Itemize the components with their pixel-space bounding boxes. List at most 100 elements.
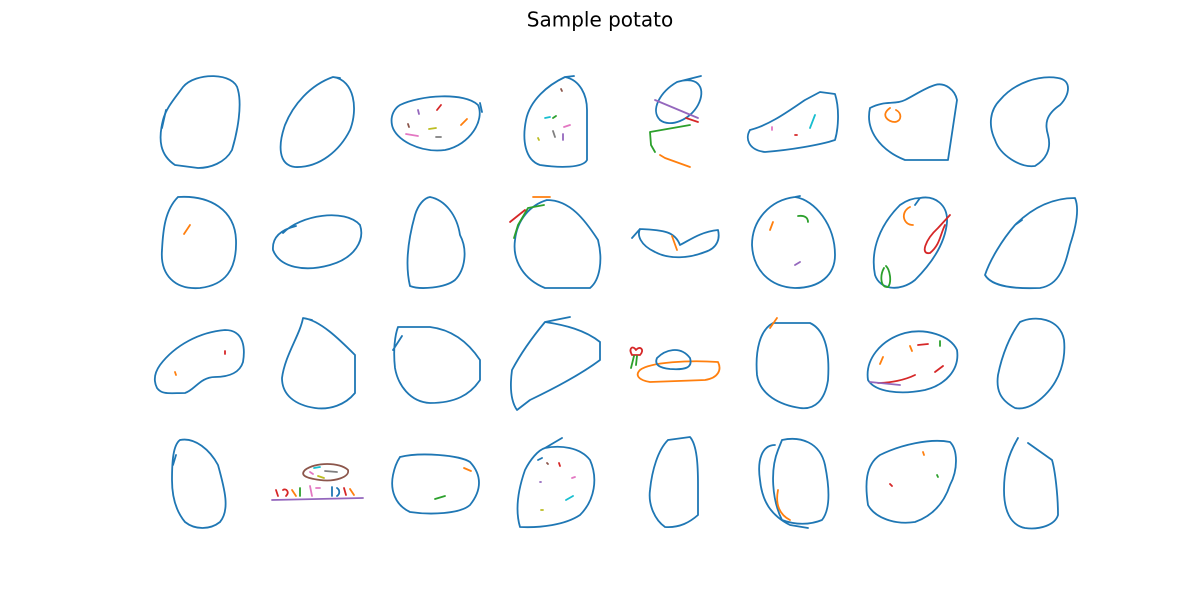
sketch-stroke: [272, 214, 363, 270]
potato-sketch: [390, 95, 483, 152]
sketch-stroke: [659, 154, 691, 168]
potato-sketch: [865, 439, 957, 524]
sketch-stroke: [513, 204, 545, 239]
sketch-stroke: [309, 485, 321, 497]
sketch-stroke: [868, 83, 958, 161]
sketch-stroke: [654, 99, 699, 119]
potato-sketch: [509, 196, 602, 289]
sketch-stroke: [636, 360, 721, 383]
potato-sketch: [272, 214, 363, 270]
sketch-stroke: [629, 346, 643, 356]
sketch-stroke: [996, 317, 1066, 410]
potato-sketch: [996, 317, 1066, 410]
sketch-stroke: [171, 438, 227, 529]
potato-sketch: [392, 326, 481, 404]
potato-sketch: [159, 75, 241, 169]
potato-sketch: [631, 228, 720, 259]
sketch-stroke: [563, 124, 571, 128]
sketch-stroke: [984, 197, 1078, 290]
sketch-stroke: [463, 467, 472, 472]
potato-sketch: [516, 437, 596, 529]
sketch-stroke: [866, 330, 959, 394]
sketch-stroke: [558, 462, 561, 467]
sketch-stroke: [552, 130, 556, 138]
sketch-stroke: [275, 488, 289, 497]
potato-sketch: [629, 346, 721, 383]
sketch-stroke: [751, 195, 836, 289]
sketch-stroke: [417, 109, 420, 115]
potato-sketch: [648, 436, 699, 528]
sketch-stroke: [631, 228, 720, 259]
sketch-stroke: [877, 365, 944, 384]
sketch-stroke: [671, 235, 678, 251]
sketch-stroke: [513, 199, 602, 289]
sketch-stroke: [349, 488, 355, 496]
potato-sketch: [391, 453, 480, 515]
potato-sketch: [161, 196, 237, 289]
sketch-stroke: [343, 487, 347, 496]
sketch-stroke: [769, 317, 778, 329]
figure-title: Sample potato: [527, 8, 673, 32]
sketch-stroke: [685, 117, 699, 123]
sketch-stroke: [391, 453, 480, 515]
sketch-stroke: [865, 439, 957, 524]
potato-sketch: [509, 316, 601, 411]
sketch-stroke: [546, 462, 549, 465]
potato-sketch: [746, 91, 839, 153]
sketch-stroke: [903, 206, 914, 226]
sketch-stroke: [649, 124, 691, 153]
potato-sketch: [989, 76, 1069, 167]
sketch-stroke: [516, 437, 596, 529]
potato-sketch: [984, 197, 1078, 290]
sketch-stroke: [509, 316, 601, 411]
sketch-stroke: [565, 495, 574, 501]
sketch-stroke: [317, 475, 325, 479]
sketch-stroke: [630, 355, 638, 369]
sketch-stroke: [405, 133, 419, 137]
sketch-stroke: [309, 471, 314, 475]
potato-sketch: [649, 75, 703, 168]
sketch-stroke: [879, 345, 913, 365]
sketch-stroke: [746, 91, 839, 153]
sketch-stroke: [552, 115, 557, 119]
sketch-stroke: [809, 114, 816, 129]
sketch-stroke: [797, 214, 809, 223]
sketch-stroke: [1003, 437, 1059, 530]
potato-sketch: [758, 438, 830, 529]
sketch-stroke: [560, 88, 563, 92]
sketch-stroke: [159, 75, 241, 169]
sketch-stroke: [537, 137, 540, 141]
potato-sketch: [523, 75, 588, 168]
sketch-stroke: [407, 123, 410, 128]
sketch-stroke: [460, 118, 468, 126]
sketch-stroke: [936, 474, 939, 478]
sketch-stroke: [271, 497, 364, 501]
sketch-stroke: [872, 196, 948, 289]
sketch-stroke: [434, 495, 446, 500]
sketch-stroke: [161, 109, 167, 129]
potato-sketch: [866, 330, 959, 394]
sketch-stroke: [509, 209, 526, 223]
sketch-stroke: [537, 457, 543, 461]
potato-sketch: [1003, 437, 1059, 530]
sketch-stroke: [655, 75, 703, 125]
sketch-stroke: [324, 470, 338, 473]
sketch-stroke: [313, 466, 321, 469]
potato-sketch: [271, 463, 364, 501]
sketch-stroke: [989, 76, 1069, 167]
sketch-stroke: [758, 444, 809, 529]
sketch-stroke: [772, 438, 830, 525]
potato-sketch: [755, 317, 830, 410]
sketch-stroke: [153, 329, 245, 395]
potato-sketch: [868, 83, 958, 161]
sketch-stroke: [406, 196, 466, 289]
potato-sketch: [171, 438, 227, 529]
sketch-stroke: [889, 483, 893, 487]
sketch-stroke: [390, 95, 483, 152]
sketch-stroke: [436, 104, 442, 111]
sketch-stroke: [174, 371, 177, 376]
sketch-stroke: [884, 107, 902, 123]
sketch-stroke: [428, 127, 437, 130]
sketch-stroke: [183, 224, 191, 235]
